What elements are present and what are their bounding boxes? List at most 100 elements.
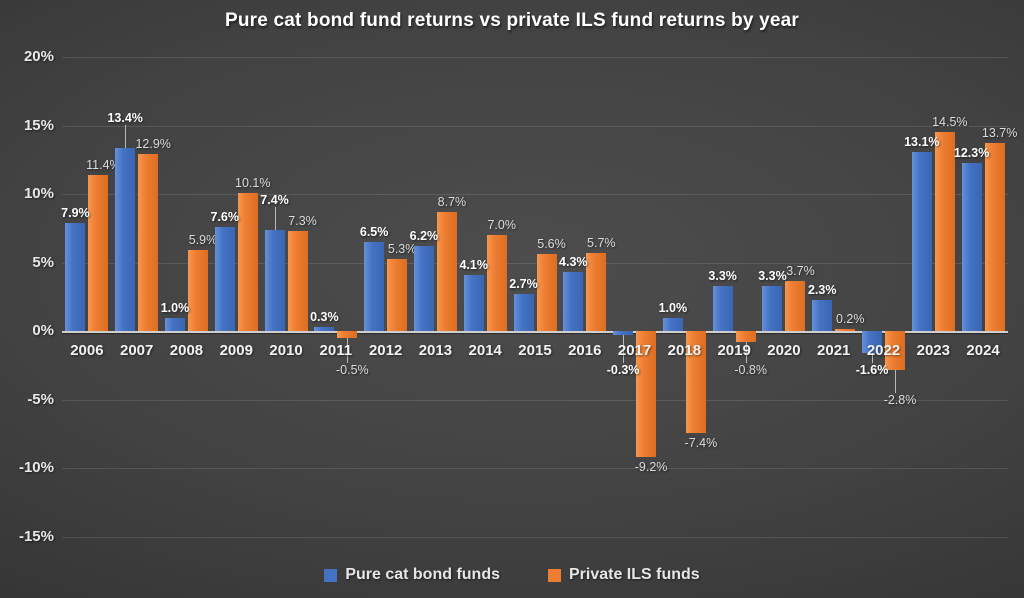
gridline — [62, 468, 1008, 470]
bar-2010-private-ils — [287, 231, 308, 332]
bar-2009-pure-cat-bond — [214, 227, 235, 332]
label-leader-line — [872, 353, 874, 364]
bar-2024-private-ils — [984, 143, 1005, 332]
legend-swatch-blue — [324, 568, 338, 582]
bar-2017-pure-cat-bond — [613, 331, 634, 336]
data-label-2015-pure-cat-bond: 2.7% — [509, 277, 538, 292]
x-axis-label-2012: 2012 — [368, 342, 403, 360]
x-axis-label-2017: 2017 — [617, 342, 652, 360]
data-label-2013-pure-cat-bond: 6.2% — [409, 229, 439, 244]
legend-swatch-orange — [547, 568, 561, 582]
y-axis-tick-label: 15% — [23, 116, 54, 134]
data-label-2015-private-ils: 5.6% — [537, 237, 566, 252]
data-label-2021-private-ils: 0.2% — [835, 311, 865, 326]
x-axis-label-2009: 2009 — [219, 342, 253, 360]
x-axis-label-2015: 2015 — [518, 342, 552, 360]
bar-2008-private-ils — [187, 250, 208, 332]
bar-2017-private-ils — [636, 331, 657, 458]
x-axis-label-2010: 2010 — [269, 342, 303, 360]
data-label-2018-pure-cat-bond: 1.0% — [658, 300, 688, 315]
legend-item-pure-cat-bond-funds: Pure cat bond funds — [324, 566, 500, 584]
x-axis-label-2006: 2006 — [70, 342, 104, 360]
legend-label: Pure cat bond funds — [345, 566, 500, 583]
y-axis-tick-label: -10% — [18, 459, 54, 477]
x-axis-label-2024: 2024 — [966, 342, 1000, 360]
data-label-2021-pure-cat-bond: 2.3% — [807, 282, 837, 297]
data-label-2008-pure-cat-bond: 1.0% — [160, 300, 190, 315]
gridline — [62, 399, 1008, 401]
data-label-2024-pure-cat-bond: 12.3% — [953, 145, 990, 160]
bar-2016-pure-cat-bond — [563, 272, 584, 332]
bar-2007-private-ils — [138, 154, 159, 332]
bar-2013-private-ils — [436, 211, 457, 332]
plot-area: 7.9% 11.4% 2006 13.4% 12.9% 2007 1.0% 5.9% 2008 7… — [61, 57, 1017, 538]
bar-2010-pure-cat-bond — [264, 229, 285, 332]
x-axis-label-2023: 2023 — [916, 342, 950, 360]
x-axis-label-2007: 2007 — [119, 342, 154, 360]
bar-2018-pure-cat-bond — [662, 317, 683, 332]
data-label-2009-private-ils: 10.1% — [235, 175, 271, 190]
data-label-2018-private-ils: -7.4% — [684, 435, 718, 450]
bar-2014-private-ils — [486, 235, 507, 332]
data-label-2023-pure-cat-bond: 13.1% — [904, 134, 940, 149]
gridline — [62, 125, 1008, 127]
bar-2011-private-ils — [337, 331, 358, 339]
label-leader-line — [745, 342, 747, 364]
chart-title: Pure cat bond fund returns vs private IL… — [224, 10, 800, 31]
bar-2013-pure-cat-bond — [413, 246, 434, 332]
label-leader-line — [895, 369, 897, 393]
data-label-2010-private-ils: 7.3% — [288, 214, 317, 229]
data-label-2024-private-ils: 13.7% — [981, 126, 1018, 141]
data-label-2014-private-ils: 7.0% — [487, 218, 516, 233]
bar-2022-private-ils — [885, 331, 906, 370]
data-label-2016-pure-cat-bond: 4.3% — [559, 255, 588, 270]
y-axis-tick-label: 0% — [32, 322, 54, 340]
bar-2016-private-ils — [586, 253, 607, 332]
bar-2021-private-ils — [835, 328, 856, 332]
data-label-2017-pure-cat-bond: -0.3% — [606, 363, 640, 378]
data-label-2020-private-ils: 3.7% — [786, 263, 815, 278]
y-axis-tick-label: 20% — [23, 48, 54, 65]
x-axis-label-2008: 2008 — [169, 342, 204, 360]
bar-2022-pure-cat-bond — [862, 331, 883, 354]
data-label-2016-private-ils: 5.7% — [587, 236, 616, 251]
bar-2024-pure-cat-bond — [961, 162, 982, 332]
x-axis-label-2019: 2019 — [717, 342, 751, 360]
bar-2007-pure-cat-bond — [115, 147, 136, 332]
bar-2020-private-ils — [785, 280, 806, 332]
x-axis-label-2014: 2014 — [468, 342, 502, 360]
gridline — [62, 537, 1008, 538]
x-axis-label-2022: 2022 — [866, 342, 901, 360]
data-label-2006-pure-cat-bond: 7.9% — [61, 205, 90, 220]
y-axis-tick-label: -5% — [27, 390, 54, 408]
bar-2015-private-ils — [536, 254, 557, 332]
data-label-2019-private-ils: -0.8% — [734, 363, 767, 378]
data-label-2007-private-ils: 12.9% — [135, 137, 171, 152]
gridline — [62, 331, 1008, 334]
bar-2006-private-ils — [88, 174, 109, 332]
data-label-2011-private-ils: -0.5% — [336, 363, 369, 378]
y-axis-tick-label: 5% — [32, 253, 54, 271]
y-axis-tick-label: -15% — [18, 528, 54, 545]
bar-2012-pure-cat-bond — [364, 242, 385, 332]
data-label-2022-pure-cat-bond: -1.6% — [855, 363, 889, 378]
bar-2021-pure-cat-bond — [812, 299, 833, 332]
data-label-2008-private-ils: 5.9% — [188, 233, 218, 248]
bar-2023-pure-cat-bond — [911, 151, 932, 332]
bar-2023-private-ils — [934, 132, 955, 332]
data-label-2012-pure-cat-bond: 6.5% — [359, 225, 389, 240]
data-label-2012-private-ils: 5.3% — [387, 241, 417, 256]
data-label-2019-pure-cat-bond: 3.3% — [708, 269, 737, 284]
legend-label: Private ILS funds — [568, 566, 700, 583]
data-label-2011-pure-cat-bond: 0.3% — [310, 310, 339, 325]
label-leader-line — [125, 124, 127, 148]
x-axis-label-2013: 2013 — [418, 342, 453, 360]
data-label-2022-private-ils: -2.8% — [883, 392, 917, 407]
label-leader-line — [274, 206, 276, 230]
data-label-2020-pure-cat-bond: 3.3% — [758, 269, 787, 284]
bar-2009-private-ils — [237, 192, 258, 332]
gridline — [62, 262, 1008, 264]
label-leader-line — [623, 335, 625, 364]
bar-2019-pure-cat-bond — [712, 286, 733, 332]
